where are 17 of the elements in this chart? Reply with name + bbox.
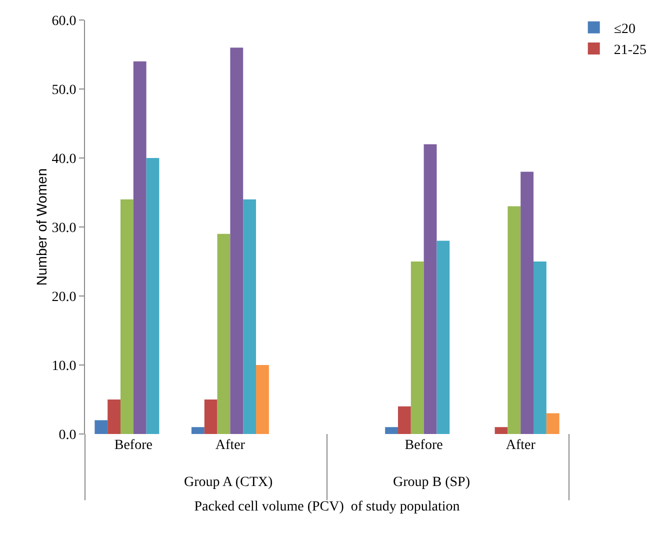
y-tick-label: 20.0: [52, 290, 76, 305]
y-tick-label: 30.0: [52, 220, 76, 236]
y-axis-title: Number of Women: [34, 168, 50, 286]
x-tick-label: Before: [114, 438, 152, 453]
text: Group A (CTX): [184, 475, 273, 490]
text: Group B (SP): [393, 475, 470, 490]
y-tick-label: 0.0: [58, 428, 76, 443]
legend-label: ≤20: [614, 22, 636, 37]
y-tick-label: 40.0: [52, 152, 76, 167]
x-tick-label: After: [215, 438, 246, 453]
y-tick-label: 50.0: [52, 82, 76, 98]
legend-label: 21-25: [614, 42, 647, 58]
y-tick-label: 10.0: [52, 358, 76, 374]
y-tick-label: 60.0: [52, 14, 76, 29]
x-axis-title: Packed cell volume (PCV) of study population: [194, 499, 460, 514]
x-tick-label: Before: [404, 438, 443, 453]
x-tick-label: After: [506, 438, 536, 453]
